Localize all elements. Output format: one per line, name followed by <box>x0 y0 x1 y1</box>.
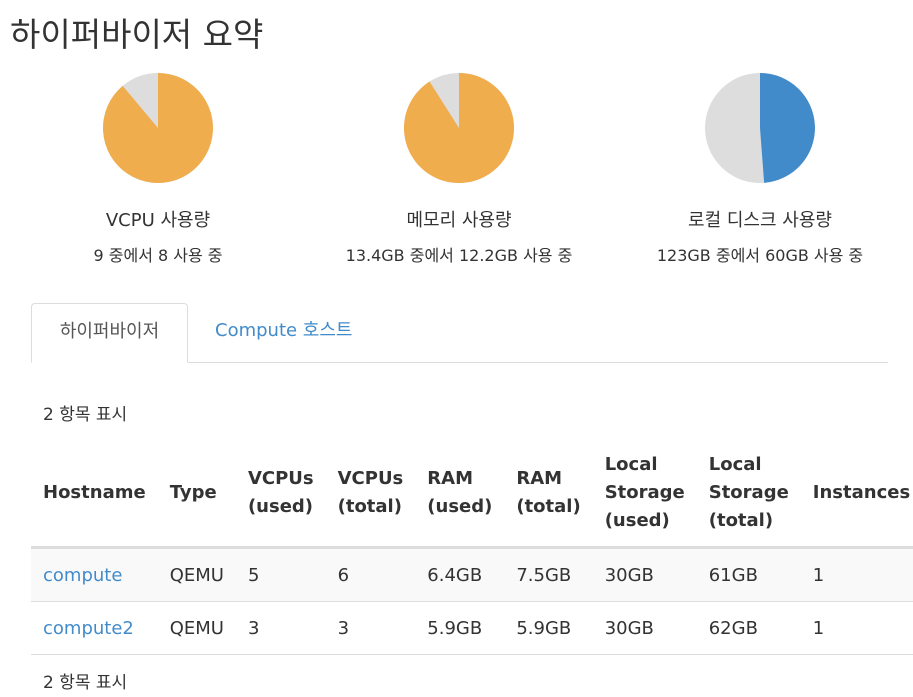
ram-total-cell: 5.9GB <box>504 601 593 655</box>
column-instances: Instances <box>800 440 913 549</box>
table-header-row: Hostname Type VCPUs (used) VCPUs (total)… <box>31 440 913 549</box>
column-ram-total: RAM (total) <box>504 440 593 549</box>
pie-used-slice <box>103 73 214 183</box>
tab-compute-hosts[interactable]: Compute 호스트 <box>215 320 353 341</box>
pie-used-slice <box>760 73 815 183</box>
hostname-link[interactable]: compute <box>43 564 123 586</box>
vcpu-usage-title: VCPU 사용량 <box>105 210 211 231</box>
vcpu-usage-chart: VCPU 사용량 9 중에서 8 사용 중 <box>8 72 308 266</box>
vcpus-used-cell: 5 <box>235 547 326 602</box>
column-hostname: Hostname <box>31 440 158 549</box>
disk-usage-chart: 로컬 디스크 사용량 123GB 중에서 60GB 사용 중 <box>610 72 910 266</box>
storage-total-cell: 61GB <box>696 547 801 602</box>
hostname-cell: compute2 <box>31 601 158 655</box>
vcpus-total-cell: 3 <box>325 601 416 655</box>
hostname-cell: compute <box>31 547 158 602</box>
type-cell: QEMU <box>157 547 236 602</box>
column-type: Type <box>157 440 236 549</box>
vcpus-used-cell: 3 <box>235 601 326 655</box>
column-local-storage-used: Local Storage (used) <box>592 440 697 549</box>
column-local-storage-total: Local Storage (total) <box>696 440 801 549</box>
column-vcpus-total: VCPUs (total) <box>325 440 416 549</box>
page-title: 하이퍼바이저 요약 <box>10 15 264 54</box>
storage-used-cell: 30GB <box>592 601 697 655</box>
storage-used-cell: 30GB <box>592 547 697 602</box>
storage-total-cell: 62GB <box>696 601 801 655</box>
disk-usage-subtitle: 123GB 중에서 60GB 사용 중 <box>656 246 864 265</box>
memory-usage-chart: 메모리 사용량 13.4GB 중에서 12.2GB 사용 중 <box>309 72 609 266</box>
disk-pie <box>705 73 815 183</box>
item-count-bottom: 2 항목 표시 <box>43 673 128 693</box>
item-count-top: 2 항목 표시 <box>43 405 128 425</box>
tab-bar: 하이퍼바이저 Compute 호스트 <box>31 303 888 363</box>
type-cell: QEMU <box>157 601 236 655</box>
table-row: compute QEMU 5 6 6.4GB 7.5GB 30GB 61GB 1 <box>31 547 913 602</box>
hostname-link[interactable]: compute2 <box>43 617 134 639</box>
column-vcpus-used: VCPUs (used) <box>235 440 326 549</box>
ram-used-cell: 6.4GB <box>415 547 505 602</box>
hypervisors-table: Hostname Type VCPUs (used) VCPUs (total)… <box>31 440 913 655</box>
memory-usage-subtitle: 13.4GB 중에서 12.2GB 사용 중 <box>345 246 573 265</box>
column-ram-used: RAM (used) <box>415 440 505 549</box>
vcpu-usage-subtitle: 9 중에서 8 사용 중 <box>93 246 223 265</box>
pie-used-slice <box>403 73 514 183</box>
ram-total-cell: 7.5GB <box>504 547 593 602</box>
memory-pie <box>403 73 514 183</box>
instances-cell: 1 <box>800 601 913 655</box>
disk-usage-title: 로컬 디스크 사용량 <box>688 210 832 231</box>
ram-used-cell: 5.9GB <box>415 601 505 655</box>
vcpu-pie <box>103 73 214 183</box>
vcpus-total-cell: 6 <box>325 547 416 602</box>
table-row: compute2 QEMU 3 3 5.9GB 5.9GB 30GB 62GB … <box>31 601 913 655</box>
instances-cell: 1 <box>800 547 913 602</box>
tab-hypervisors[interactable]: 하이퍼바이저 <box>31 303 188 363</box>
memory-usage-title: 메모리 사용량 <box>406 210 512 231</box>
